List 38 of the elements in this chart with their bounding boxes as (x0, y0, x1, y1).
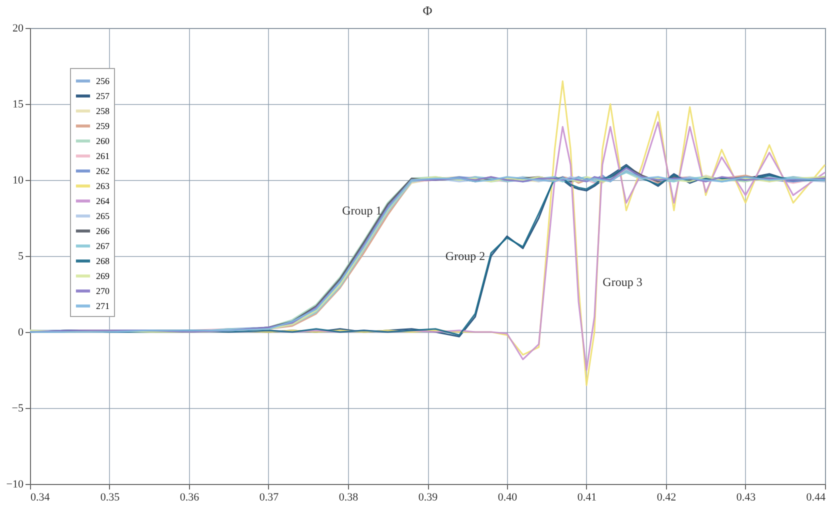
legend-label: 258 (96, 106, 110, 116)
legend-label: 262 (96, 166, 110, 176)
x-tick-label: 0.35 (100, 492, 120, 504)
legend-label: 269 (96, 271, 110, 281)
legend-label: 256 (96, 76, 110, 86)
annotation: Group 2 (445, 249, 486, 263)
legend-label: 260 (96, 136, 110, 146)
legend-label: 259 (96, 121, 110, 131)
x-tick-label: 0.38 (338, 492, 359, 504)
legend-label: 270 (96, 286, 110, 296)
x-tick-label: 0.41 (577, 492, 597, 504)
annotation: Group 1 (342, 203, 382, 218)
x-tick-label: 0.34 (30, 492, 50, 504)
annotation: Group 3 (602, 274, 642, 289)
x-tick-label: 0.36 (180, 492, 200, 504)
legend-label: 261 (96, 151, 110, 161)
x-tick-label: 0.37 (259, 492, 280, 504)
legend-label: 268 (96, 256, 110, 266)
legend-label: 263 (96, 181, 110, 191)
y-tick-label: 10 (12, 174, 24, 186)
x-tick-label: 0.40 (498, 492, 518, 504)
y-tick-label: −10 (6, 478, 24, 490)
x-tick-label: 0.44 (806, 492, 826, 504)
legend-label: 271 (96, 301, 110, 311)
legend-label: 264 (96, 196, 110, 206)
y-tick-label: 20 (12, 22, 24, 34)
legend-label: 257 (96, 91, 110, 101)
legend-label: 266 (96, 226, 110, 236)
y-tick-label: 15 (12, 98, 24, 110)
y-tick-label: 5 (18, 250, 24, 262)
x-tick-label: 0.43 (736, 492, 756, 504)
x-tick-label: 0.39 (418, 492, 438, 504)
legend-label: 265 (96, 211, 110, 221)
legend-label: 267 (96, 241, 110, 251)
y-tick-label: 0 (18, 326, 24, 338)
y-tick-label: −5 (12, 402, 24, 414)
x-tick-label: 0.42 (656, 492, 676, 504)
chart-title: Φ (422, 3, 433, 18)
